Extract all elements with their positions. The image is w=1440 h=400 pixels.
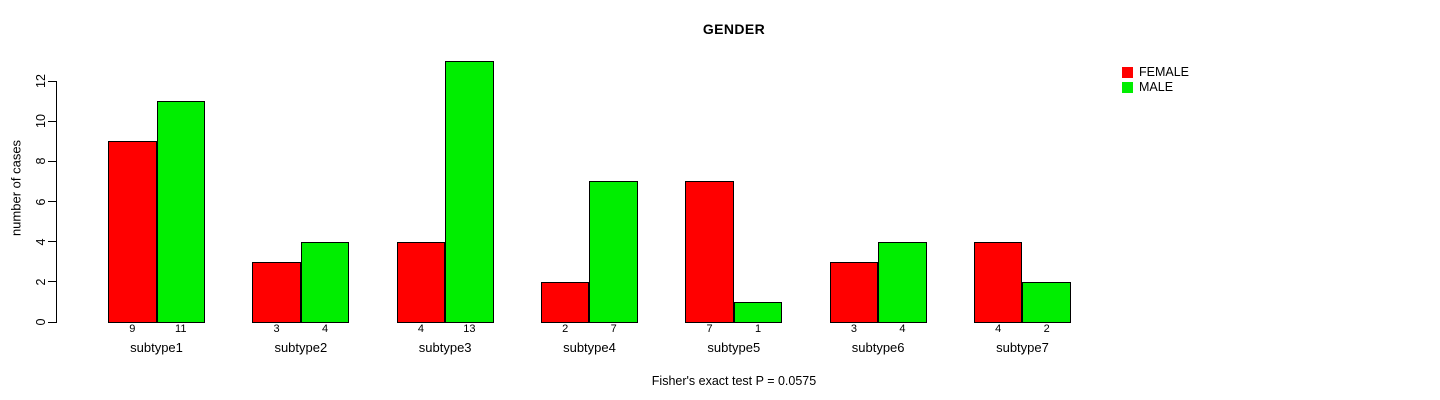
bar-male-subtype4: [589, 181, 638, 323]
bar-count-label-female-subtype3: 4: [417, 323, 424, 335]
legend-item-female: FEMALE: [1122, 65, 1189, 80]
fisher-test-caption: Fisher's exact test P = 0.0575: [651, 374, 817, 388]
legend-label-male: MALE: [1139, 80, 1174, 94]
bar-female-subtype1: [108, 141, 157, 323]
y-axis-tick-label: 2: [34, 278, 48, 286]
y-axis-tick: [48, 80, 56, 82]
y-axis-tick: [48, 120, 56, 122]
bar-female-subtype4: [540, 281, 590, 323]
bar-count-label-male-subtype4: 7: [610, 323, 617, 335]
bar-count-label-female-subtype2: 3: [273, 323, 280, 335]
bar-count-label-female-subtype5: 7: [706, 323, 713, 335]
y-axis-tick: [48, 281, 56, 283]
chart-title: GENDER: [702, 21, 766, 37]
bar-female-subtype2: [252, 261, 301, 323]
y-axis-tick: [48, 321, 56, 323]
x-category-label-subtype1: subtype1: [130, 340, 183, 355]
y-axis-tick-label: 0: [34, 318, 48, 326]
legend-label-female: FEMALE: [1139, 65, 1190, 79]
legend-swatch-female-icon: [1122, 67, 1133, 78]
x-category-label-subtype5: subtype5: [707, 340, 761, 355]
bar-count-label-female-subtype7: 4: [995, 323, 1002, 335]
bar-count-label-male-subtype2: 4: [322, 323, 329, 335]
y-axis-tick-label: 8: [34, 157, 48, 165]
x-category-label-subtype6: subtype6: [851, 340, 905, 355]
x-category-label-subtype3: subtype3: [418, 340, 472, 355]
bar-male-subtype2: [300, 241, 350, 323]
bar-count-label-male-subtype5: 1: [755, 323, 762, 335]
legend-swatch-male-icon: [1122, 82, 1133, 93]
bar-count-label-female-subtype4: 2: [562, 323, 569, 335]
bar-male-subtype1: [156, 101, 205, 323]
bar-count-label-female-subtype1: 9: [129, 323, 136, 335]
y-axis-line: [56, 81, 57, 323]
legend: FEMALE MALE: [1122, 65, 1189, 95]
bar-count-label-male-subtype1: 11: [175, 323, 187, 335]
x-category-label-subtype2: subtype2: [274, 340, 328, 355]
bar-count-label-male-subtype6: 4: [899, 323, 906, 335]
bar-male-subtype7: [1022, 281, 1071, 323]
y-axis-tick: [48, 241, 56, 243]
y-axis-tick: [48, 160, 56, 162]
bar-count-label-male-subtype3: 13: [463, 323, 476, 335]
x-category-label-subtype4: subtype4: [563, 340, 616, 355]
y-axis-tick: [48, 201, 56, 202]
bar-female-subtype5: [685, 181, 734, 323]
bar-male-subtype5: [733, 301, 783, 323]
bar-female-subtype6: [829, 261, 879, 323]
bar-female-subtype7: [973, 241, 1023, 323]
bar-male-subtype3: [445, 60, 494, 323]
bar-count-label-male-subtype7: 2: [1043, 323, 1050, 335]
legend-item-male: MALE: [1122, 80, 1189, 95]
bar-female-subtype3: [396, 241, 446, 323]
bar-count-label-female-subtype6: 3: [850, 323, 857, 335]
y-axis-tick-label: 4: [34, 238, 48, 246]
bar-male-subtype6: [878, 241, 927, 323]
y-axis-tick-label: 10: [34, 114, 48, 129]
y-axis-tick-label: 12: [34, 74, 48, 88]
x-category-label-subtype7: subtype7: [996, 340, 1049, 355]
y-axis-tick-label: 6: [34, 198, 48, 205]
